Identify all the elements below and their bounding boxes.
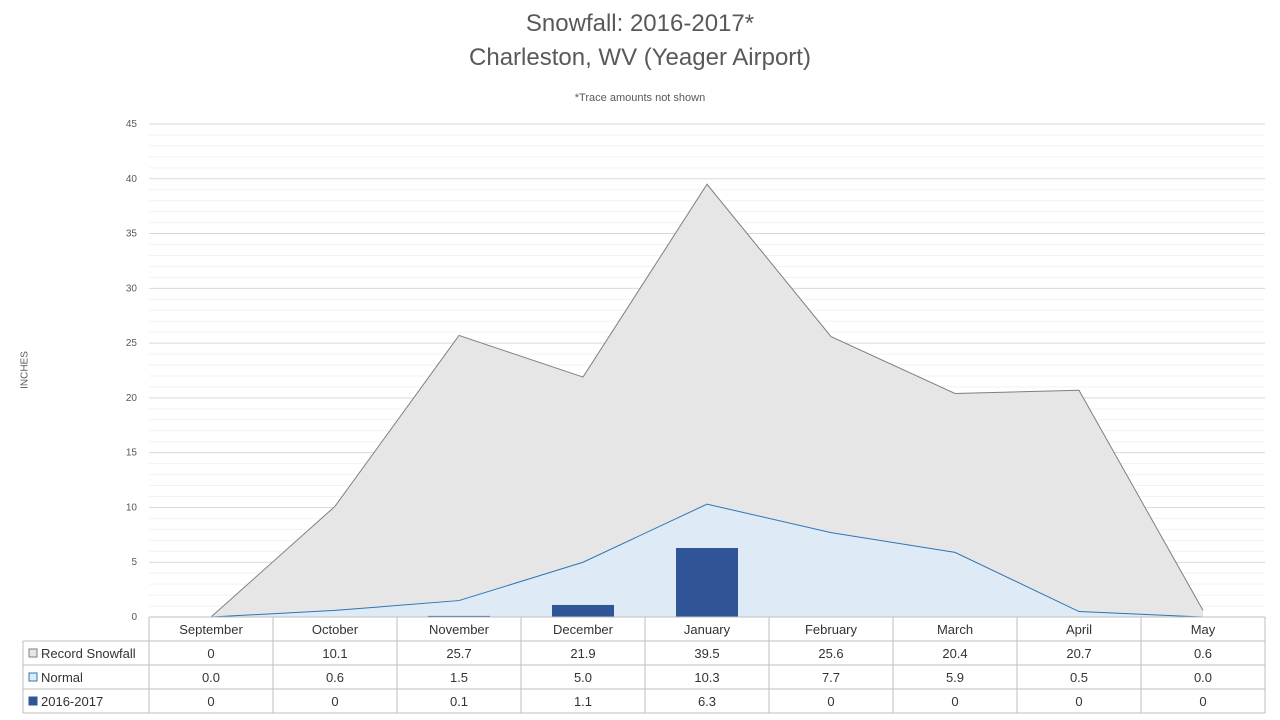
bar-november xyxy=(428,615,490,617)
y-tick-label: 20 xyxy=(126,393,138,404)
legend-series-name: 2016-2017 xyxy=(41,694,103,709)
table-cell-value: 0.5 xyxy=(1070,670,1088,685)
line-normal xyxy=(210,503,1204,618)
table-cell-value: 25.7 xyxy=(446,646,471,661)
y-tick-label: 35 xyxy=(126,229,138,240)
legend-key xyxy=(28,696,38,706)
table-cell-value: 25.6 xyxy=(818,646,843,661)
table-cell-value: 10.3 xyxy=(694,670,719,685)
table-cell-value: 0.6 xyxy=(326,670,344,685)
table-cell-value: 1.5 xyxy=(450,670,468,685)
bar-january xyxy=(676,547,738,617)
area-record-snowfall xyxy=(211,184,1203,617)
chart-title: Snowfall: 2016-2017* xyxy=(525,10,755,37)
data-table: September October November December January F… xyxy=(22,616,1266,714)
legend-series-name: Record Snowfall xyxy=(41,646,136,661)
table-cell-value: 0.0 xyxy=(1194,670,1212,685)
table-cell-value: 0.6 xyxy=(1194,646,1212,661)
y-tick-label: 15 xyxy=(126,448,138,459)
table-cell-value: 7.7 xyxy=(822,670,840,685)
y-tick-label: 30 xyxy=(126,283,138,294)
x-category-label: May xyxy=(1191,622,1216,637)
chart-subtitle: Charleston, WV (Yeager Airport) xyxy=(469,44,811,71)
legend-series-name: Normal xyxy=(41,670,83,685)
table-cell-value: 0 xyxy=(827,694,834,709)
line-record-snowfall xyxy=(210,183,1204,618)
table-cell-value: 5.9 xyxy=(946,670,964,685)
y-axis: 0 5 10 15 20 25 30 35 40 45 xyxy=(126,119,138,623)
y-tick-label: 0 xyxy=(131,612,137,623)
legend-key xyxy=(28,672,38,682)
x-category-label: March xyxy=(937,622,973,637)
table-cell-value: 6.3 xyxy=(698,694,716,709)
y-tick-label: 40 xyxy=(126,174,138,185)
chart-note: *Trace amounts not shown xyxy=(574,92,706,104)
x-category-label: February xyxy=(805,622,858,637)
table-cell-value: 1.1 xyxy=(574,694,592,709)
plot-bars xyxy=(428,547,738,617)
x-category-label: April xyxy=(1066,622,1092,637)
table-cell-value: 0 xyxy=(1075,694,1082,709)
table-cell-value: 0.0 xyxy=(202,670,220,685)
y-tick-label: 10 xyxy=(126,502,138,513)
legend-key xyxy=(28,648,38,658)
table-cell-value: 0 xyxy=(331,694,338,709)
table-cell-value: 39.5 xyxy=(694,646,719,661)
table-cell-value: 20.7 xyxy=(1066,646,1091,661)
bar-december xyxy=(552,604,614,617)
table-cell-value: 0 xyxy=(207,694,214,709)
x-category-label: October xyxy=(312,622,359,637)
table-cell-value: 10.1 xyxy=(322,646,347,661)
table-cell-value: 5.0 xyxy=(574,670,592,685)
x-category-label: November xyxy=(429,622,490,637)
table-cell-value: 20.4 xyxy=(942,646,967,661)
x-category-label: January xyxy=(684,622,731,637)
table-cell-value: 0 xyxy=(1199,694,1206,709)
y-tick-label: 45 xyxy=(126,119,138,130)
y-tick-label: 25 xyxy=(126,338,138,349)
table-cell-value: 0.1 xyxy=(450,694,468,709)
table-cell-value: 0 xyxy=(951,694,958,709)
table-cell-value: 21.9 xyxy=(570,646,595,661)
y-tick-label: 5 xyxy=(131,557,137,568)
x-category-label: December xyxy=(553,622,614,637)
table-cell-value: 0 xyxy=(207,646,214,661)
x-category-label: September xyxy=(179,622,243,637)
